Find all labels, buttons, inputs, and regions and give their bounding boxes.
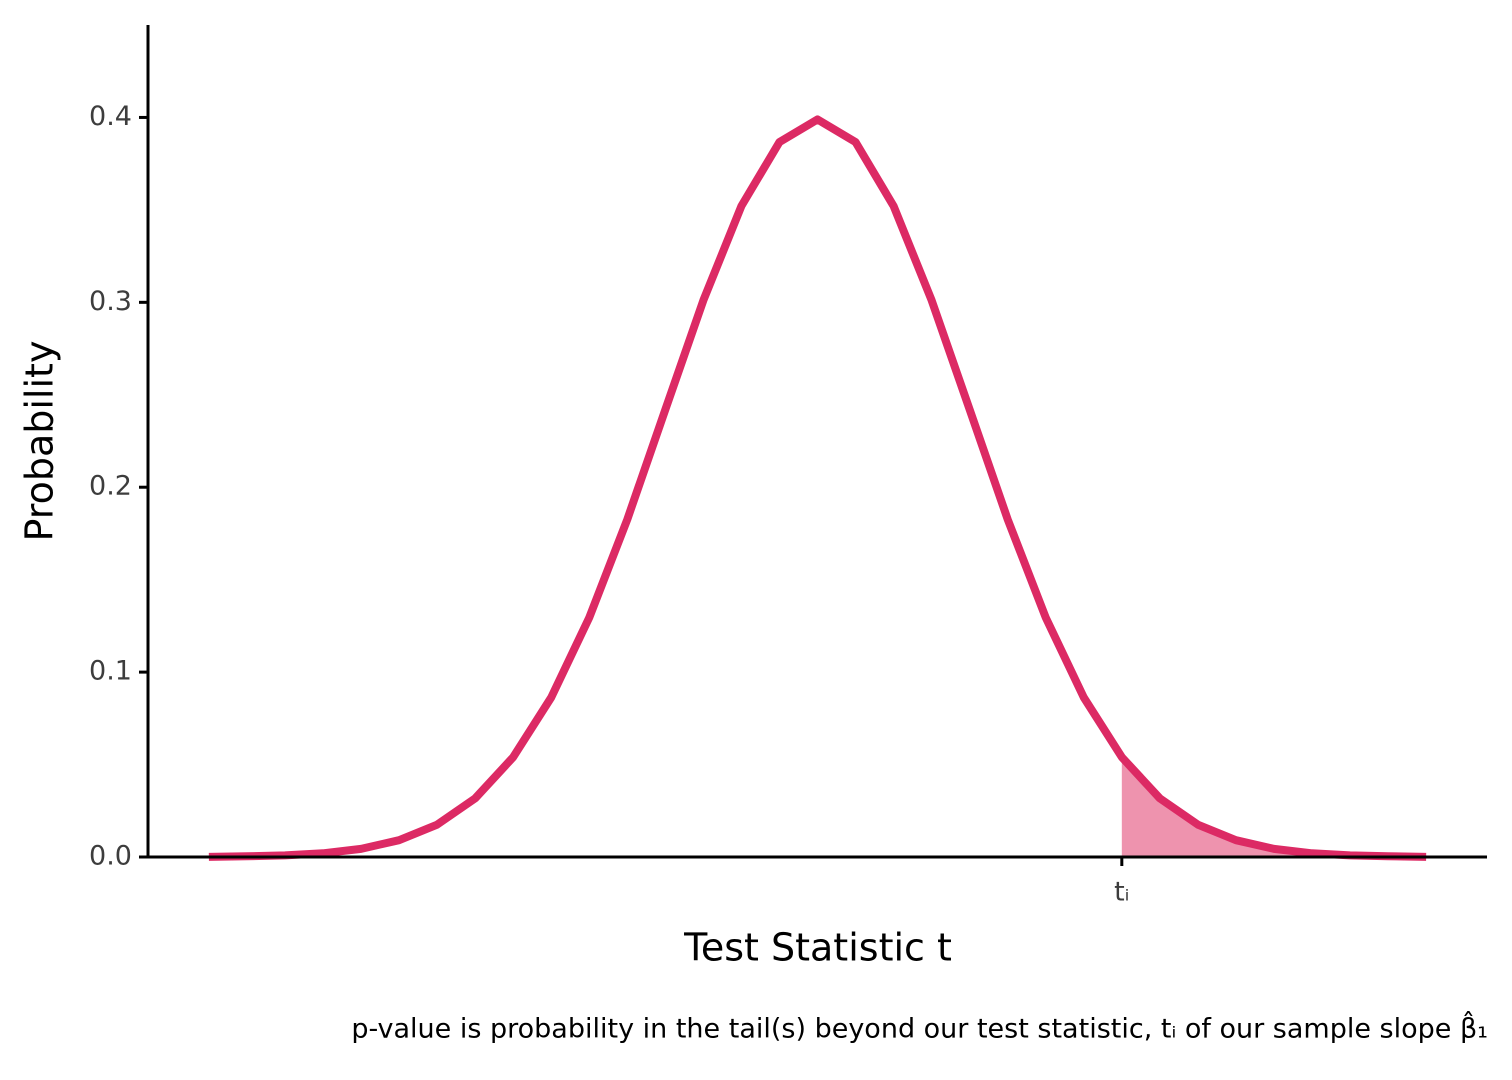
y-axis-title: Probability — [18, 341, 62, 542]
x-axis-title: Test Statistic t — [683, 926, 952, 970]
y-tick-label: 0.0 — [89, 841, 132, 872]
y-tick-label: 0.2 — [89, 471, 132, 502]
y-tick-label: 0.4 — [89, 101, 132, 132]
y-tick-label: 0.3 — [89, 286, 132, 317]
y-tick-label: 0.1 — [89, 656, 132, 687]
tail-area — [1121, 757, 1427, 857]
density-line — [208, 115, 1427, 861]
x-tick-label: tᵢ — [1114, 877, 1129, 908]
caption: p-value is probability in the tail(s) be… — [351, 1011, 1488, 1045]
